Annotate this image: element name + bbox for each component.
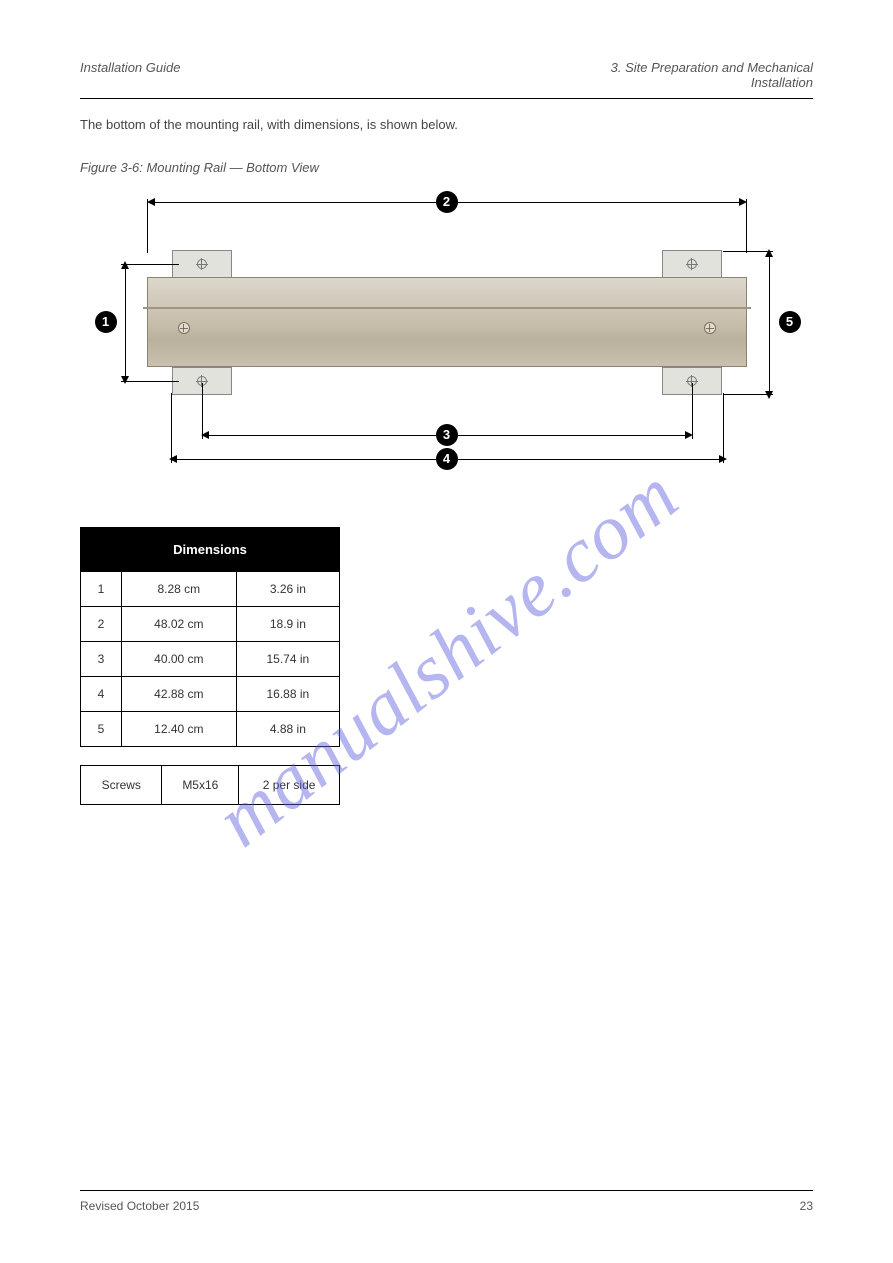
mounting-tab <box>662 250 722 278</box>
table-cell: 8.28 cm <box>121 572 236 607</box>
section-subtitle: The bottom of the mounting rail, with di… <box>80 117 813 132</box>
table-cell: 15.74 in <box>236 642 339 677</box>
table-cell: 40.00 cm <box>121 642 236 677</box>
dimensions-table: Dimensions 1 8.28 cm 3.26 in 2 48.02 cm … <box>80 527 340 747</box>
table-cell: 3 <box>81 642 122 677</box>
dimension-extension <box>692 383 693 439</box>
page-header: Installation Guide 3. Site Preparation a… <box>80 60 813 99</box>
dimension-extension <box>723 251 773 252</box>
table-cell: Screws <box>81 766 162 805</box>
header-right: 3. Site Preparation and Mechanical Insta… <box>611 60 813 90</box>
table-cell: 2 <box>81 607 122 642</box>
arrow-left-icon <box>147 198 155 206</box>
table-cell: 42.88 cm <box>121 677 236 712</box>
table-row: 5 12.40 cm 4.88 in <box>81 712 340 747</box>
dimension-extension <box>723 394 773 395</box>
mounting-rail-diagram: 2 1 5 3 <box>107 187 787 497</box>
screw-icon <box>704 322 716 334</box>
screw-hole-icon <box>197 259 207 269</box>
rail-edge <box>143 307 751 309</box>
dimension-extension <box>171 393 172 463</box>
screw-hole-icon <box>687 259 697 269</box>
dimensions-table-header: Dimensions <box>81 528 340 572</box>
dimension-line <box>125 265 126 380</box>
tables-region: Dimensions 1 8.28 cm 3.26 in 2 48.02 cm … <box>80 527 813 805</box>
table-cell: 1 <box>81 572 122 607</box>
figure-caption: Figure 3-6: Mounting Rail — Bottom View <box>80 160 813 175</box>
table-cell: 3.26 in <box>236 572 339 607</box>
callout-badge: 2 <box>436 191 458 213</box>
dimension-extension <box>147 199 148 253</box>
mounting-tab <box>172 250 232 278</box>
table-cell: 48.02 cm <box>121 607 236 642</box>
table-row: 1 8.28 cm 3.26 in <box>81 572 340 607</box>
table-cell: 16.88 in <box>236 677 339 712</box>
dimension-line <box>769 253 770 395</box>
callout-badge: 1 <box>95 311 117 333</box>
callout-badge: 3 <box>436 424 458 446</box>
header-left: Installation Guide <box>80 60 180 75</box>
arrow-up-icon <box>121 261 129 269</box>
arrow-down-icon <box>121 376 129 384</box>
footer-left: Revised October 2015 <box>80 1199 199 1213</box>
rail-body <box>147 277 747 367</box>
dimension-extension <box>202 383 203 439</box>
table-cell: 18.9 in <box>236 607 339 642</box>
table-cell: 12.40 cm <box>121 712 236 747</box>
table-row: Screws M5x16 2 per side <box>81 766 340 805</box>
dimension-extension <box>121 264 179 265</box>
callout-badge: 4 <box>436 448 458 470</box>
page-footer: Revised October 2015 23 <box>80 1190 813 1213</box>
dimension-extension <box>121 381 179 382</box>
table-row: 2 48.02 cm 18.9 in <box>81 607 340 642</box>
header-right-line2: Installation <box>751 75 813 90</box>
table-row: 3 40.00 cm 15.74 in <box>81 642 340 677</box>
table-row: 4 42.88 cm 16.88 in <box>81 677 340 712</box>
table-cell: 2 per side <box>239 766 340 805</box>
arrow-down-icon <box>765 391 773 399</box>
table-cell: 5 <box>81 712 122 747</box>
footer-page-number: 23 <box>800 1199 813 1213</box>
callout-badge: 5 <box>779 311 801 333</box>
table-cell: 4 <box>81 677 122 712</box>
table-cell: M5x16 <box>162 766 239 805</box>
header-right-line1: 3. Site Preparation and Mechanical <box>611 60 813 75</box>
screw-icon <box>178 322 190 334</box>
dimension-extension <box>723 393 724 463</box>
dimension-extension <box>746 199 747 253</box>
table-cell: 4.88 in <box>236 712 339 747</box>
screws-table: Screws M5x16 2 per side <box>80 765 340 805</box>
